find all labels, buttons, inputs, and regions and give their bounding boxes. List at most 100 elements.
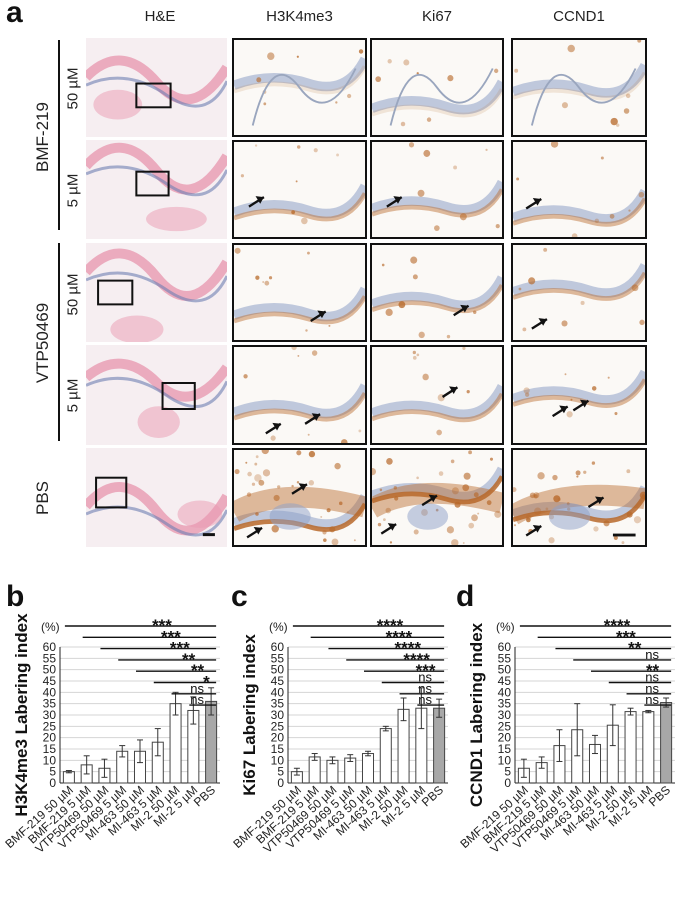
- significance-label-1: ****: [604, 616, 631, 635]
- unit-label-c: (%): [269, 620, 288, 634]
- bar-8: [642, 711, 655, 784]
- significance-label-4: ns: [645, 647, 659, 662]
- bar-7: [169, 703, 182, 784]
- micrograph-ccnd1-pbs: [511, 448, 647, 547]
- group-label-bmf219: BMF-219: [33, 102, 52, 172]
- y-tick-label-35: 35: [43, 697, 57, 711]
- bar-9: [660, 702, 673, 784]
- panel-letter-c: c: [231, 580, 248, 613]
- significance-label-7: ns: [645, 681, 659, 696]
- column-heading-h3k4me3: H3K4me3: [266, 8, 333, 25]
- dose-label-bmf219-50: 50 µM: [64, 67, 82, 110]
- bar-1: [62, 771, 75, 784]
- x-tick-label-9: PBS: [646, 783, 673, 809]
- y-tick-label-40: 40: [498, 685, 512, 699]
- significance-label-5: **: [646, 661, 660, 680]
- significance-label-8: ns: [190, 692, 204, 707]
- group-label-pbs: PBS: [33, 480, 52, 516]
- micrograph-he-vtp50469-50: [86, 243, 227, 342]
- micrograph-ccnd1-bmf219-5: [511, 140, 647, 239]
- micrograph-h3k4me3-bmf219-5: [232, 140, 367, 239]
- group-label-vtp50469: VTP50469: [33, 302, 52, 384]
- panel-letter-a: a: [6, 0, 23, 29]
- micrograph-ccnd1-vtp50469-5: [511, 345, 647, 445]
- y-tick-label-25: 25: [271, 719, 285, 733]
- group-bracket-vtp50469: [58, 243, 60, 441]
- significance-label-2: ***: [616, 627, 636, 646]
- y-tick-label-55: 55: [498, 651, 512, 665]
- bar-9: [433, 707, 446, 784]
- y-tick-label-60: 60: [498, 640, 512, 654]
- y-tick-label-10: 10: [43, 753, 57, 767]
- micrograph-h3k4me3-bmf219-50: [232, 38, 367, 137]
- panel-letter-d: d: [456, 580, 475, 613]
- y-tick-label-60: 60: [271, 640, 285, 654]
- y-tick-label-30: 30: [498, 708, 512, 722]
- bar-2: [308, 756, 321, 784]
- micrograph-ccnd1-vtp50469-50: [511, 243, 647, 342]
- y-tick-label-15: 15: [43, 742, 57, 756]
- y-tick-label-40: 40: [271, 685, 285, 699]
- y-tick-label-0: 0: [504, 776, 511, 790]
- significance-label-6: ns: [645, 670, 659, 685]
- y-tick-label-50: 50: [43, 663, 57, 677]
- y-tick-label-15: 15: [271, 742, 285, 756]
- significance-label-3: ***: [170, 639, 190, 658]
- micrograph-h3k4me3-pbs: [232, 448, 367, 547]
- column-heading-he: H&E: [144, 8, 176, 25]
- significance-label-7: ns: [418, 681, 432, 696]
- significance-label-1: ***: [152, 616, 172, 635]
- y-axis-title-b: H3K4me3 Labering index: [12, 613, 31, 817]
- x-tick-label-9: PBS: [191, 783, 218, 809]
- micrograph-ki67-bmf219-50: [370, 38, 504, 137]
- y-tick-label-30: 30: [271, 708, 285, 722]
- y-tick-label-20: 20: [271, 731, 285, 745]
- bar-6: [379, 728, 392, 784]
- significance-label-2: ****: [386, 627, 413, 646]
- unit-label-b: (%): [41, 620, 60, 634]
- y-tick-label-60: 60: [43, 640, 57, 654]
- column-heading-ccnd1: CCND1: [553, 8, 605, 25]
- dose-label-bmf219-5: 5 µM: [64, 173, 82, 208]
- significance-label-2: ***: [161, 627, 181, 646]
- y-tick-label-30: 30: [43, 708, 57, 722]
- y-tick-label-10: 10: [498, 753, 512, 767]
- micrograph-he-pbs: [86, 448, 227, 547]
- significance-label-5: ***: [416, 661, 436, 680]
- y-tick-label-50: 50: [498, 663, 512, 677]
- y-tick-label-55: 55: [43, 651, 57, 665]
- significance-label-6: *: [203, 673, 210, 692]
- significance-label-4: **: [182, 650, 196, 669]
- group-bracket-bmf219: [58, 40, 60, 230]
- dose-label-vtp50469-5: 5 µM: [64, 378, 82, 413]
- dose-label-vtp50469-50: 50 µM: [64, 273, 82, 316]
- y-tick-label-5: 5: [504, 765, 511, 779]
- micrograph-h3k4me3-vtp50469-5: [232, 345, 367, 445]
- micrograph-ki67-pbs: [370, 448, 504, 547]
- y-tick-label-45: 45: [271, 674, 285, 688]
- y-tick-label-25: 25: [43, 719, 57, 733]
- y-tick-label-35: 35: [498, 697, 512, 711]
- micrograph-ki67-vtp50469-5: [370, 345, 504, 445]
- y-axis-title-d: CCND1 Labering index: [467, 622, 486, 807]
- y-tick-label-55: 55: [271, 651, 285, 665]
- micrograph-ccnd1-bmf219-50: [511, 38, 647, 137]
- y-tick-label-20: 20: [43, 731, 57, 745]
- y-tick-label-0: 0: [277, 776, 284, 790]
- micrograph-ki67-bmf219-5: [370, 140, 504, 239]
- y-tick-label-50: 50: [271, 663, 285, 677]
- y-tick-label-25: 25: [498, 719, 512, 733]
- y-tick-label-5: 5: [277, 765, 284, 779]
- micrograph-he-bmf219-5: [86, 140, 227, 239]
- y-axis-title-c: Ki67 Labering index: [240, 634, 259, 796]
- bar-5: [361, 753, 375, 784]
- y-tick-label-40: 40: [43, 685, 57, 699]
- significance-label-3: ****: [395, 639, 422, 658]
- significance-label-7: ns: [190, 681, 204, 696]
- unit-label-d: (%): [496, 620, 515, 634]
- x-tick-label-9: PBS: [419, 783, 446, 809]
- y-tick-label-0: 0: [49, 776, 56, 790]
